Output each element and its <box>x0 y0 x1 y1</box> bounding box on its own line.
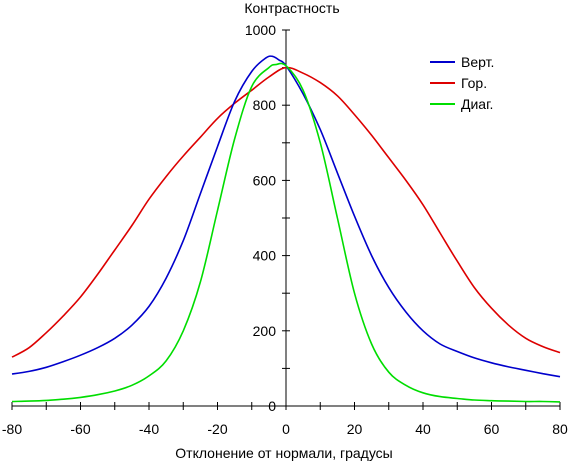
x-axis-title: Отклонение от нормали, градусы <box>175 445 392 461</box>
x-tick-label: -20 <box>207 421 227 437</box>
y-tick-label: 0 <box>268 398 276 414</box>
y-tick-label: 1000 <box>245 22 276 38</box>
x-tick-label: 40 <box>415 421 431 437</box>
x-tick-label: -40 <box>139 421 159 437</box>
series-line-1 <box>11 55 561 378</box>
x-tick-label: 20 <box>347 421 363 437</box>
y-tick-label: 400 <box>253 248 277 264</box>
x-tick-label: 60 <box>484 421 500 437</box>
y-tick-label: 600 <box>253 172 277 188</box>
legend-label: Диаг. <box>461 96 493 112</box>
legend-label: Верт. <box>461 54 494 70</box>
series-layer <box>11 55 561 403</box>
y-tick-label: 200 <box>253 323 277 339</box>
legend-label: Гор. <box>461 75 487 91</box>
series-line-3 <box>11 62 561 403</box>
legend: Верт. Гор. Диаг. <box>430 54 494 112</box>
y-tick-label: 800 <box>253 97 277 113</box>
x-tick-label: -60 <box>70 421 90 437</box>
x-tick-label: 80 <box>552 421 568 437</box>
series-line-2 <box>11 66 561 358</box>
x-tick-label: -80 <box>2 421 22 437</box>
y-axis-title: Контрастность <box>244 0 339 16</box>
x-tick-label: 0 <box>282 421 290 437</box>
